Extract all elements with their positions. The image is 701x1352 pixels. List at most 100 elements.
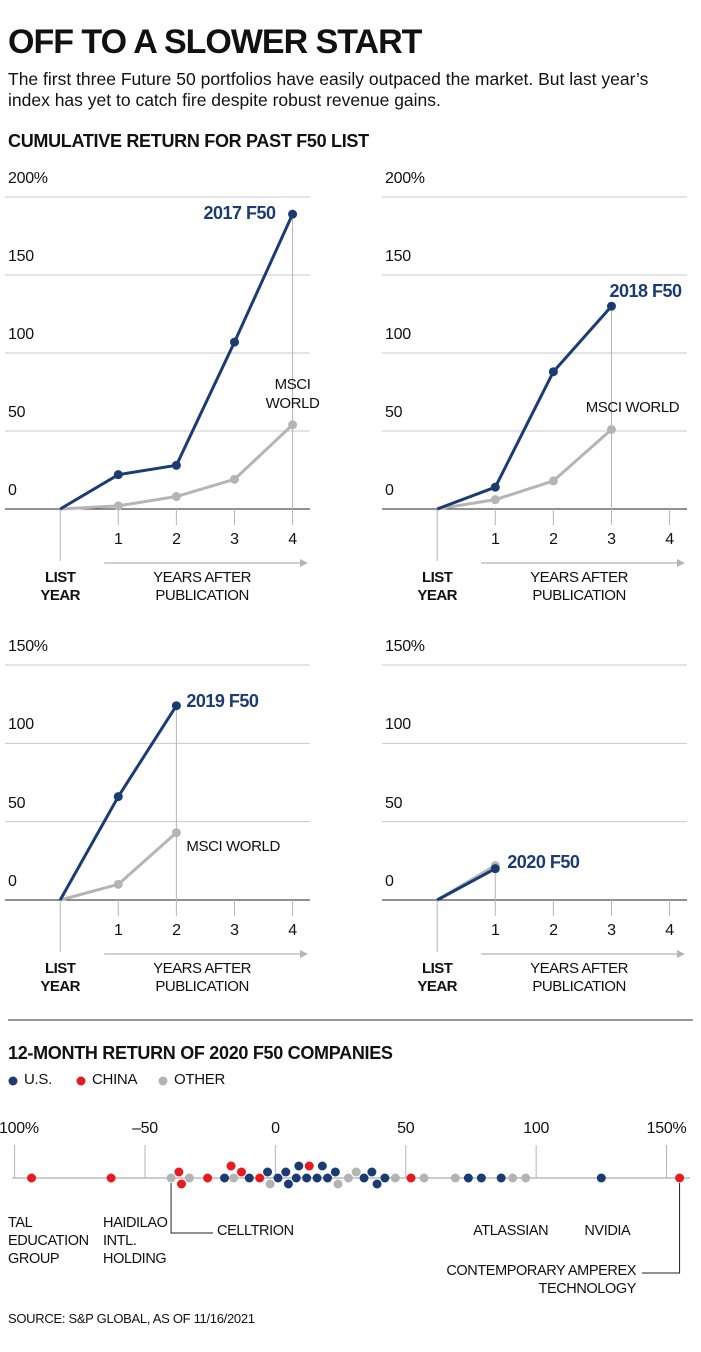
- point: [171, 701, 181, 711]
- dot: [265, 1179, 275, 1189]
- dot: [166, 1173, 176, 1183]
- y-tick-label: 150%: [385, 638, 425, 655]
- legend-label: U.S.: [24, 1071, 52, 1088]
- dot: [283, 1179, 293, 1189]
- subtitle: The first three Future 50 portfolios hav…: [8, 69, 649, 110]
- point: [288, 420, 298, 430]
- arrow-head: [677, 950, 685, 958]
- x-tick-label: 2: [549, 922, 558, 939]
- point: [606, 424, 616, 434]
- x-tick-label: –100%: [0, 1120, 39, 1137]
- section-title: CUMULATIVE RETURN FOR PAST F50 LIST: [8, 131, 369, 151]
- source: SOURCE: S&P GLOBAL, AS OF 11/16/2021: [8, 1311, 255, 1326]
- y-tick-label: 0: [8, 482, 17, 499]
- dot: [302, 1173, 312, 1183]
- x-tick-label: LIST YEAR: [40, 960, 81, 995]
- dot: [463, 1173, 473, 1183]
- company-label: ATLASSIAN: [473, 1223, 549, 1239]
- dot: [330, 1167, 340, 1177]
- benchmark-label: MSCI WORLD: [585, 399, 680, 417]
- dot: [323, 1173, 333, 1183]
- dot: [351, 1167, 361, 1177]
- y-tick-label: 150: [8, 248, 34, 265]
- y-tick-label: 50: [385, 404, 403, 421]
- point: [113, 879, 123, 889]
- point: [548, 367, 558, 377]
- point: [229, 474, 239, 484]
- dot: [236, 1167, 246, 1177]
- y-tick-label: 50: [385, 794, 403, 812]
- dot: [244, 1173, 254, 1183]
- x-axis-label: YEARS AFTER PUBLICATION: [153, 569, 252, 604]
- dot: [294, 1161, 304, 1171]
- x-tick-label: 100: [523, 1120, 550, 1137]
- dot: [184, 1173, 194, 1183]
- line: [436, 305, 613, 511]
- dot: [508, 1173, 518, 1183]
- x-tick-label: 150%: [646, 1120, 687, 1137]
- arrow-head: [300, 559, 308, 567]
- arrow-head: [300, 950, 308, 958]
- x-tick-label: 4: [288, 922, 297, 939]
- company-label: HAIDILAO INTL. HOLDING: [103, 1215, 168, 1267]
- dot: [106, 1173, 116, 1183]
- x-tick-label: 4: [665, 531, 674, 548]
- dot: [312, 1173, 322, 1183]
- leader-line: [170, 1183, 213, 1234]
- y-tick-label: 100: [385, 716, 411, 734]
- dot: [367, 1167, 377, 1177]
- x-axis-label: YEARS AFTER PUBLICATION: [530, 569, 629, 604]
- series-label: 2017 F50: [203, 203, 277, 224]
- point: [113, 792, 123, 802]
- dot: [450, 1173, 460, 1183]
- dot: [406, 1173, 416, 1183]
- legend-dot: [8, 1076, 18, 1086]
- y-tick-label: 150%: [8, 638, 48, 655]
- point: [548, 476, 558, 486]
- x-tick-label: 4: [665, 922, 674, 939]
- point: [113, 501, 123, 511]
- x-tick-label: 2: [549, 531, 558, 548]
- dot: [521, 1173, 531, 1183]
- series-label: 2019 F50: [186, 690, 259, 711]
- series-label: 2018 F50: [609, 281, 682, 302]
- point: [113, 470, 123, 480]
- company-label: CELLTRION: [217, 1223, 294, 1239]
- y-tick-label: 0: [8, 873, 17, 890]
- y-tick-label: 200%: [8, 170, 48, 187]
- x-tick-label: 2: [172, 531, 181, 548]
- line: [436, 428, 613, 511]
- dot: [359, 1173, 369, 1183]
- y-tick-label: 150: [385, 248, 411, 265]
- point: [171, 492, 181, 502]
- dot: [281, 1167, 291, 1177]
- legend-dot: [158, 1076, 168, 1086]
- x-tick-label: LIST YEAR: [417, 569, 458, 604]
- legend-dot: [76, 1076, 86, 1086]
- dot: [343, 1173, 353, 1183]
- point: [490, 482, 500, 492]
- legend-label: CHINA: [92, 1071, 138, 1088]
- point: [229, 337, 239, 347]
- dot: [203, 1173, 213, 1183]
- x-tick-label: 3: [230, 531, 239, 548]
- dot: [304, 1161, 314, 1171]
- x-tick-label: 0: [271, 1120, 280, 1137]
- dot: [177, 1179, 186, 1189]
- dot: [229, 1173, 239, 1183]
- y-tick-label: 0: [385, 873, 394, 890]
- x-axis-label: YEARS AFTER PUBLICATION: [153, 960, 252, 995]
- x-tick-label: 4: [288, 531, 297, 548]
- point: [490, 864, 500, 874]
- point: [490, 495, 500, 505]
- line: [58, 704, 178, 901]
- dot: [255, 1173, 265, 1183]
- company-label: TAL EDUCATION GROUP: [8, 1215, 89, 1267]
- x-tick-label: 3: [230, 922, 239, 939]
- series-label: 2020 F50: [507, 851, 580, 872]
- company-label: NVIDIA: [584, 1223, 631, 1239]
- dot: [372, 1179, 382, 1189]
- dot: [496, 1173, 506, 1183]
- y-tick-label: 200%: [385, 170, 425, 187]
- company-label: CONTEMPORARY AMPEREX TECHNOLOGY: [446, 1263, 636, 1297]
